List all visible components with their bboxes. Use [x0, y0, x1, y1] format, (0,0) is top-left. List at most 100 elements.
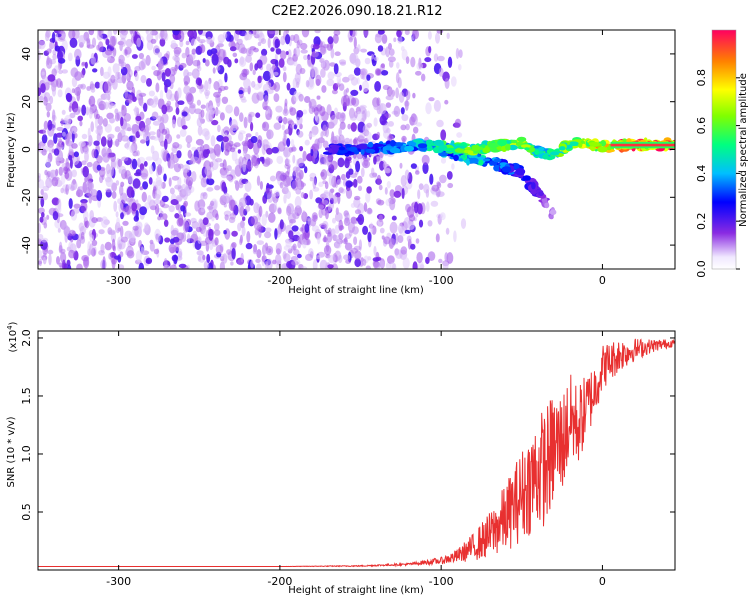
spectrogram-cell: [378, 184, 383, 191]
spectrogram-cell: [66, 132, 72, 141]
spectrogram-cell: [53, 148, 60, 156]
spectrogram-cell: [524, 147, 530, 151]
spectrogram-cell: [155, 203, 160, 215]
spectrogram-cell: [210, 48, 218, 55]
spectrogram-cell: [299, 208, 303, 214]
spectrogram-cell: [259, 156, 264, 162]
spectrogram-cell: [135, 209, 139, 221]
spectrogram-cell: [69, 112, 76, 119]
spectrogram-cell: [168, 205, 175, 213]
spectrogram-cell: [281, 124, 285, 131]
spectrogram-cell: [202, 254, 206, 261]
spectrogram-cell: [204, 59, 210, 67]
spectrogram-cell: [73, 151, 79, 158]
spectrogram-cell: [234, 180, 239, 185]
spectrogram-cell: [453, 154, 459, 162]
spectrogram-cell: [273, 71, 279, 76]
spectrogram-cell: [88, 30, 95, 36]
spectrogram-cell: [404, 30, 410, 36]
colorbar: 0.0 0.2 0.4 0.6 0.8 Normalized spectral ampl…: [695, 29, 749, 278]
spectrogram-cell: [412, 30, 419, 40]
spectrogram-cell: [214, 223, 220, 231]
spectrogram-cell: [300, 49, 308, 54]
spectrogram-cell: [151, 30, 157, 36]
spectrogram-cell: [378, 214, 383, 223]
spectrogram-cell: [342, 76, 350, 83]
spectrogram-cell: [357, 175, 363, 184]
spectrogram-cell: [150, 98, 158, 108]
spectrogram-cell: [296, 114, 303, 126]
spectrogram-cell: [291, 225, 299, 232]
spectrogram-cell: [164, 138, 168, 150]
spectrogram-cell: [331, 89, 338, 95]
spectrogram-cell: [60, 173, 66, 185]
spectrogram-cell: [410, 243, 416, 250]
spectrogram-cell: [359, 104, 367, 110]
spectrogram-cell: [392, 263, 397, 269]
spectrogram-cell: [323, 235, 327, 243]
spectrogram-cell: [361, 80, 369, 93]
spectrogram-cell: [366, 186, 372, 194]
spectrogram-cell: [410, 56, 416, 68]
spectrogram-cell: [307, 133, 316, 138]
spectrogram-cell: [114, 112, 120, 122]
spectrogram-cell: [447, 56, 453, 68]
spectrogram-cell: [217, 34, 225, 43]
spectrogram-cell: [157, 164, 163, 176]
spectrogram-cell: [294, 46, 301, 58]
spectrogram-cell: [444, 252, 449, 262]
spectrogram-cell: [57, 228, 61, 233]
spectrogram-cell: [49, 169, 57, 179]
spectrogram-cell: [338, 134, 345, 145]
spectrogram-cell: [195, 138, 204, 146]
spectrogram-cell: [316, 95, 321, 100]
spectrogram-cell: [57, 50, 63, 61]
spectrogram-cell: [165, 89, 173, 100]
spectrogram-cell: [244, 181, 252, 193]
spectrogram-cell: [58, 166, 63, 176]
spectrogram-cell: [111, 238, 116, 251]
spectrogram-cell: [56, 204, 62, 214]
spectrogram-cell: [490, 161, 498, 166]
spectrogram-cell: [389, 198, 396, 211]
spectrogram-cell: [186, 72, 193, 76]
spectrogram-cell: [136, 37, 141, 48]
spectrogram-cell: [238, 57, 247, 67]
spectrogram-cell: [338, 59, 347, 65]
spectrogram-cell: [150, 38, 157, 44]
spectrogram-cell: [360, 70, 365, 80]
spectrogram-cell: [349, 30, 353, 36]
spectrogram-cell: [200, 44, 206, 54]
spectrogram-cell: [231, 230, 238, 237]
spectrogram-cell: [140, 75, 147, 84]
spectrogram-cell: [433, 146, 439, 154]
spectrogram-cell: [196, 117, 203, 128]
spectrogram-cell: [231, 150, 238, 162]
spectrogram-cell: [161, 72, 166, 82]
spectrogram-cell: [204, 135, 210, 141]
spectrogram-cell: [115, 180, 120, 186]
spectrogram-cell: [387, 56, 396, 63]
spectrogram-cell: [44, 31, 50, 42]
spectrogram-cell: [205, 243, 210, 252]
spectrogram-cell: [105, 188, 112, 193]
spectrogram-cell: [86, 161, 93, 168]
spectrogram-cell: [54, 33, 59, 43]
spectrogram-cell: [66, 264, 72, 269]
spectrogram-cell: [41, 212, 45, 218]
spectrogram-cell: [96, 164, 102, 171]
spectrogram-cell: [362, 258, 367, 266]
spectrogram-cell: [51, 83, 57, 92]
spectrogram-cell: [96, 132, 102, 142]
spectrogram-cell: [216, 95, 221, 108]
spectrogram-cell: [400, 246, 408, 255]
spectrogram-cell: [431, 184, 440, 192]
spectrogram-cell: [352, 138, 357, 145]
spectrogram-cell: [170, 229, 179, 236]
spectrogram-cell: [47, 74, 56, 82]
spectrogram-cell: [52, 53, 57, 61]
spectrogram-cell: [291, 146, 297, 152]
spectrogram-cell: [446, 32, 450, 39]
spectrogram-cell: [348, 36, 353, 43]
spectrogram-cell: [216, 135, 224, 142]
